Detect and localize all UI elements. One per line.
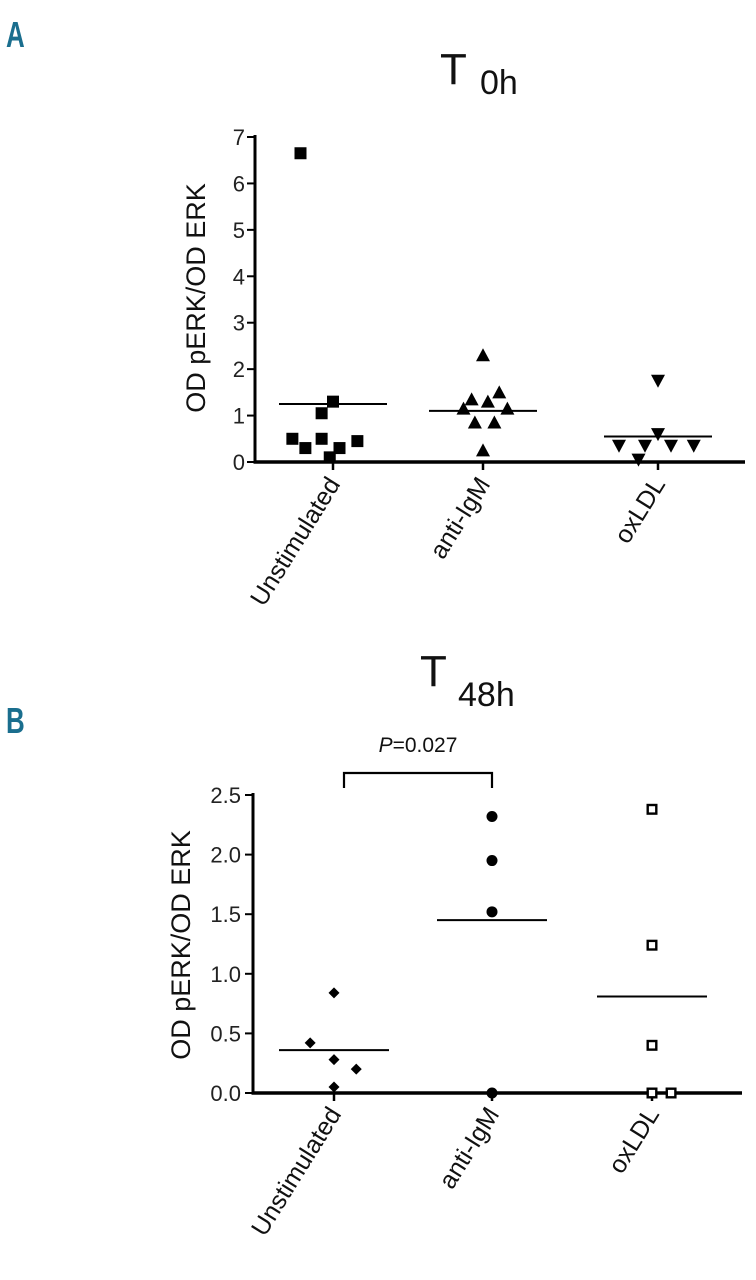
data-point <box>480 394 495 408</box>
y-tick-label: 6 <box>233 171 245 196</box>
panel-a-label: A <box>6 14 25 55</box>
data-point <box>651 428 665 442</box>
x-tick-label: Unstimulated <box>245 472 346 611</box>
data-point <box>500 401 515 415</box>
data-point <box>304 1037 316 1049</box>
y-tick-label: 7 <box>233 125 245 150</box>
p-value-symbol: P <box>379 734 393 757</box>
y-tick-label: 1.5 <box>210 902 241 927</box>
y-tick-label: 1 <box>233 404 245 429</box>
y-tick-label: 0 <box>233 450 245 475</box>
y-tick-label: 2.5 <box>210 783 241 808</box>
data-point <box>651 374 665 388</box>
y-tick-label: 1.0 <box>210 962 241 987</box>
data-point <box>686 439 701 453</box>
data-point <box>646 1039 658 1051</box>
data-point <box>350 1063 362 1075</box>
chart-panel-b: T 48h 0.0 0.5 1.0 1.5 2.0 2.5 Unstimulated anti-I… <box>166 647 742 1241</box>
data-point <box>487 415 502 429</box>
y-axis-label: OD pERK/OD ERK <box>181 183 211 413</box>
p-value-label: P=0.027 <box>379 734 458 757</box>
chart-title: T <box>420 647 447 696</box>
data-point <box>467 415 482 429</box>
panel-b-label: B <box>6 700 25 741</box>
y-tick-label: 4 <box>233 264 245 289</box>
chart-title-subscript: 0h <box>480 64 518 102</box>
y-tick-label: 0.5 <box>210 1021 241 1046</box>
data-point <box>612 439 626 453</box>
data-point <box>323 451 336 464</box>
data-point <box>486 906 498 918</box>
data-point <box>328 987 340 999</box>
series-unstimulated <box>279 987 389 1093</box>
significance-bracket <box>342 771 494 788</box>
data-point <box>315 432 328 445</box>
series-anti-igm <box>429 348 537 457</box>
x-tick-label: anti-IgM <box>433 1102 505 1193</box>
data-point <box>638 439 652 453</box>
x-tick-label: anti-IgM <box>424 472 496 563</box>
data-point <box>328 1081 340 1093</box>
x-tick-label: oxLDL <box>603 1102 665 1178</box>
series-anti-igm <box>437 810 547 1099</box>
data-point <box>294 147 307 160</box>
data-point <box>299 442 312 455</box>
y-tick-label: 0.0 <box>210 1081 241 1106</box>
data-point <box>665 1087 677 1099</box>
data-point <box>286 432 299 445</box>
data-point <box>464 392 479 406</box>
data-point <box>328 1054 340 1066</box>
data-point <box>476 443 490 457</box>
data-point <box>315 407 328 420</box>
data-point <box>646 803 658 815</box>
data-point <box>486 1087 498 1099</box>
data-point <box>486 810 498 822</box>
y-tick-label: 3 <box>233 311 245 336</box>
data-point <box>486 855 498 867</box>
data-point <box>646 939 658 951</box>
y-tick-label: 5 <box>233 218 245 243</box>
p-value-number: =0.027 <box>393 734 458 757</box>
data-point <box>476 348 490 362</box>
data-point <box>327 395 339 408</box>
chart-title-subscript: 48h <box>458 676 515 714</box>
series-unstimulated <box>279 147 387 464</box>
data-point <box>351 435 364 448</box>
y-tick-label: 2 <box>233 357 245 382</box>
chart-panel-a: T 0h 0 1 2 3 4 5 6 7 Unstimulated anti-IgM oxLDL OD p… <box>181 45 745 611</box>
x-tick-label: Unstimulated <box>246 1102 347 1241</box>
data-point <box>646 1087 658 1099</box>
series-oxldl <box>597 803 707 1099</box>
chart-title: T <box>440 45 467 94</box>
data-point <box>631 453 646 467</box>
data-point <box>333 442 346 455</box>
x-tick-label: oxLDL <box>609 472 671 548</box>
data-point <box>664 439 678 453</box>
data-point <box>492 385 507 399</box>
y-tick-label: 2.0 <box>210 843 241 868</box>
series-oxldl <box>604 374 712 467</box>
y-axis-label: OD pERK/OD ERK <box>166 830 196 1060</box>
